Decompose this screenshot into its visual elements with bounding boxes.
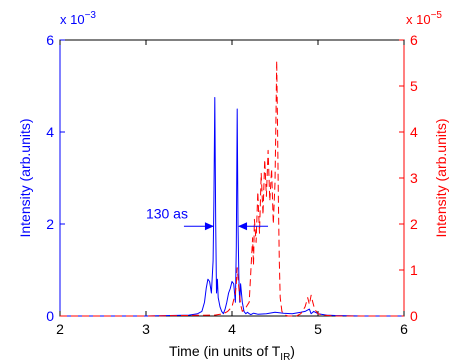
x-axis-label-main: Time (in units of T bbox=[169, 343, 281, 359]
right-tick-label: 2 bbox=[410, 216, 418, 232]
right-y-axis: 0 1 2 3 4 5 6 bbox=[399, 32, 418, 324]
plot-frame bbox=[59, 39, 405, 317]
right-tick-label: 0 bbox=[410, 308, 418, 324]
left-multiplier-base: x 10 bbox=[60, 12, 85, 27]
left-tick-label: 2 bbox=[46, 216, 54, 232]
annotation-label: 130 as bbox=[146, 205, 188, 221]
right-tick-label: 4 bbox=[410, 124, 418, 140]
x-tick-label: 5 bbox=[314, 321, 322, 337]
pulse-width-annotation: 130 as bbox=[146, 205, 269, 231]
right-multiplier-exp: −5 bbox=[431, 10, 443, 21]
x-axis-label: Time (in units of TIR) bbox=[169, 343, 295, 363]
x-axis-label-sub: IR bbox=[280, 352, 290, 363]
left-tick-label: 4 bbox=[46, 124, 54, 140]
right-multiplier: x 10−5 bbox=[406, 10, 442, 27]
series-line-blue-solid bbox=[60, 97, 404, 317]
left-multiplier-exp: −3 bbox=[85, 10, 97, 21]
left-axis-label: Intensity (arb.units) bbox=[17, 118, 33, 237]
x-tick-label: 6 bbox=[400, 321, 408, 337]
x-tick-label: 4 bbox=[228, 321, 236, 337]
right-tick-label: 5 bbox=[410, 78, 418, 94]
svg-text:x 10−3: x 10−3 bbox=[60, 10, 96, 27]
right-tick-label: 1 bbox=[410, 262, 418, 278]
annotation-arrowhead-left bbox=[204, 222, 214, 231]
x-axis-label-close: ) bbox=[290, 343, 295, 359]
series-line-red-dashed bbox=[60, 60, 404, 317]
series-layer bbox=[60, 60, 404, 317]
right-tick-label: 6 bbox=[410, 32, 418, 48]
left-y-axis: 0 2 4 6 bbox=[46, 32, 65, 324]
right-multiplier-base: x 10 bbox=[406, 12, 431, 27]
x-axis: 2 3 4 5 6 bbox=[56, 40, 408, 337]
x-tick-label: 2 bbox=[56, 321, 64, 337]
left-multiplier: x 10−3 bbox=[60, 10, 96, 27]
svg-text:x 10−5: x 10−5 bbox=[406, 10, 442, 27]
left-tick-label: 6 bbox=[46, 32, 54, 48]
annotation-arrowhead-right bbox=[238, 222, 248, 231]
x-tick-label: 3 bbox=[142, 321, 150, 337]
right-tick-label: 3 bbox=[410, 170, 418, 186]
right-axis-label: Intensity (arb.units) bbox=[433, 118, 449, 237]
left-tick-label: 0 bbox=[46, 308, 54, 324]
